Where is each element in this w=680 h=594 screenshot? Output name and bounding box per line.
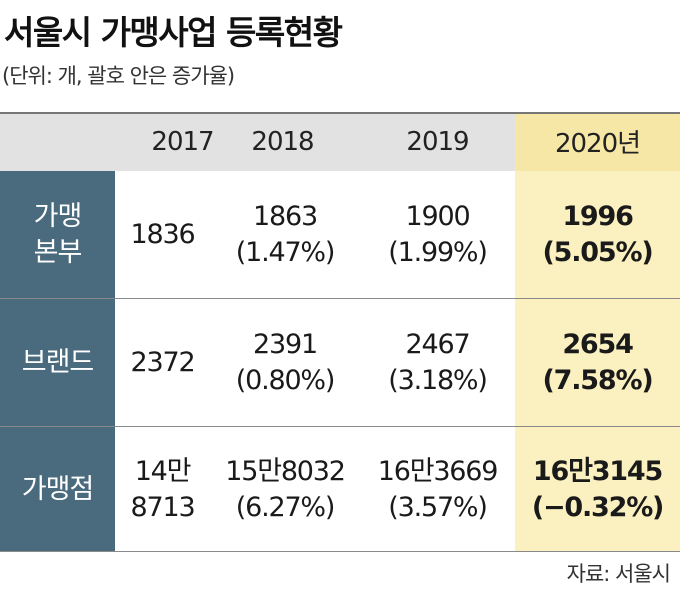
cell-growth-rate: (0.80%): [235, 364, 336, 396]
table-cell: 2654 (7.58%): [515, 299, 680, 426]
table-cell: 15만8032 (6.27%): [210, 427, 360, 552]
table-cell: 1900 (1.99%): [360, 171, 515, 298]
highlight-column-bg: [515, 171, 680, 552]
cell-growth-rate: (−0.32%): [531, 491, 665, 523]
table-cell: 2391 (0.80%): [210, 299, 360, 426]
cell-value: 2654: [562, 328, 634, 360]
cell-value: 15만8032: [225, 455, 346, 487]
table-cell: 14만 8713: [115, 427, 210, 552]
source-note: 자료: 서울시: [566, 562, 671, 586]
row-divider: [0, 426, 680, 427]
cell-growth-rate: (1.47%): [235, 236, 336, 268]
highlight-header-bg: [515, 112, 680, 171]
column-header-2018: 2018: [251, 126, 314, 157]
table-cell: 16만3145 (−0.32%): [515, 427, 680, 552]
column-header-2019: 2019: [406, 126, 469, 157]
cell-value: 14만: [134, 455, 192, 487]
column-header-2020: 2020년: [554, 129, 641, 159]
table-bottom-border: [0, 551, 680, 552]
cell-growth-rate: (5.05%): [542, 236, 654, 268]
column-header-2017: 2017: [151, 126, 214, 157]
cell-value: 2391: [253, 328, 318, 360]
row-header-franchise-hq: 가맹 본부: [0, 171, 115, 298]
cell-growth-rate: (3.57%): [388, 491, 488, 523]
data-table: 2017 2018 2019 2020년 가맹 본부 브랜드 가맹점 1836 1…: [0, 112, 680, 552]
cell-value: 2372: [130, 346, 196, 378]
table-cell: 2372: [115, 299, 210, 426]
cell-growth-rate: (7.58%): [542, 364, 654, 396]
row-header-franchise-store: 가맹점: [0, 427, 115, 552]
table-cell: 2467 (3.18%): [360, 299, 515, 426]
cell-growth-rate: (1.99%): [388, 236, 488, 268]
cell-value: 2467: [405, 328, 471, 360]
row-header-brand: 브랜드: [0, 299, 115, 426]
table-cell: 16만3669 (3.57%): [360, 427, 515, 552]
cell-growth-rate: 8713: [130, 491, 196, 523]
row-divider: [0, 298, 680, 299]
cell-growth-rate: (3.18%): [388, 364, 488, 396]
cell-value: 16만3145: [532, 455, 663, 487]
chart-subtitle: (단위: 개, 괄호 안은 증가율): [2, 64, 235, 88]
cell-value: 1900: [405, 200, 471, 232]
cell-value: 1996: [562, 200, 634, 232]
table-cell: 1863 (1.47%): [210, 171, 360, 298]
cell-growth-rate: (6.27%): [235, 491, 336, 523]
cell-value: 16만3669: [377, 455, 499, 487]
table-cell: 1996 (5.05%): [515, 171, 680, 298]
cell-value: 1863: [253, 200, 318, 232]
table-cell: 1836: [115, 171, 210, 298]
chart-title: 서울시 가맹사업 등록현황: [4, 13, 343, 52]
cell-value: 1836: [130, 218, 196, 250]
